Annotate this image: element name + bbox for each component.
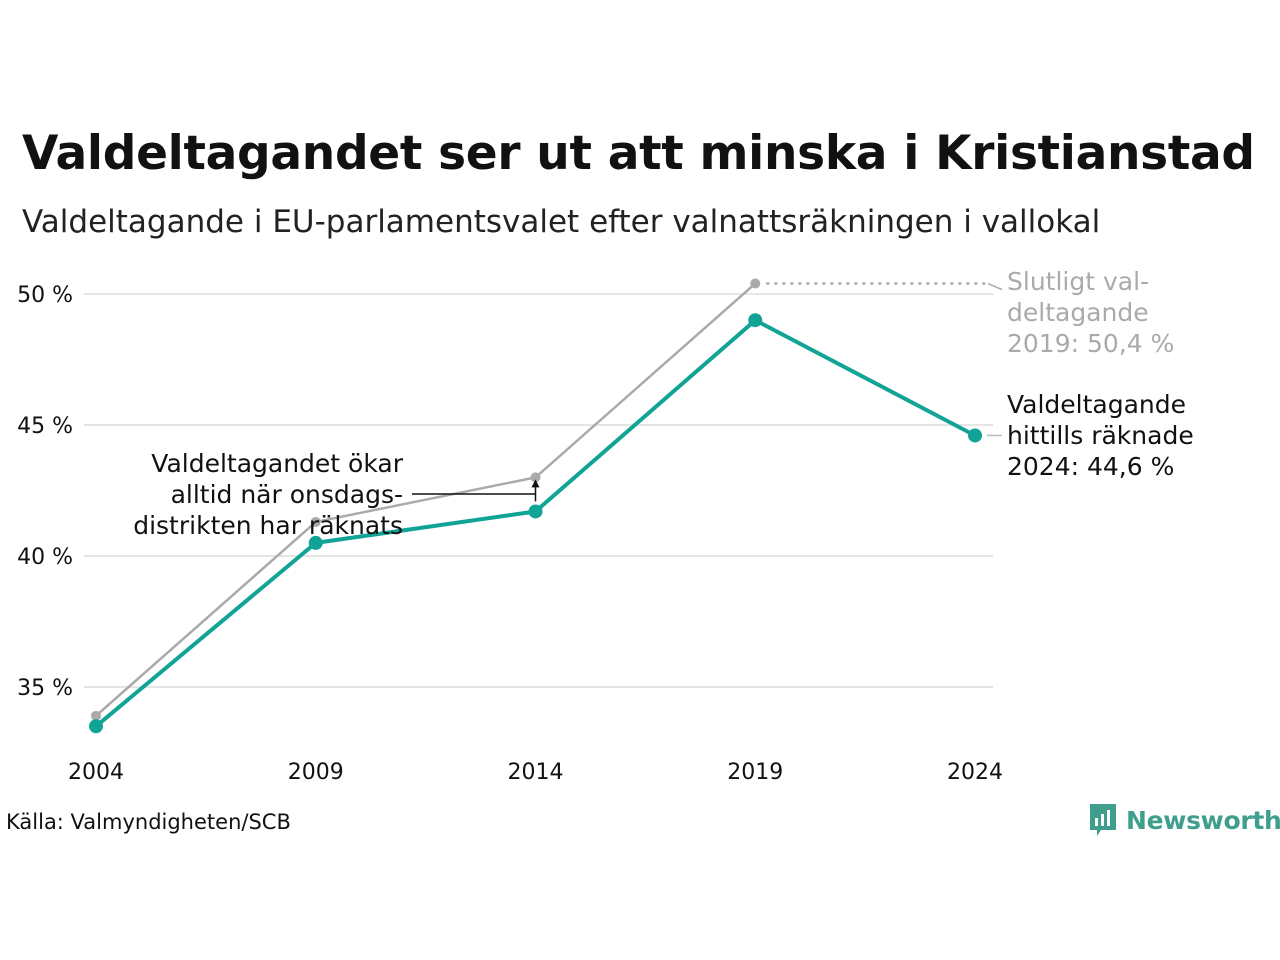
- annotation-counted-turnout: hittills räknade: [1007, 421, 1194, 450]
- chart-title: Valdeltagandet ser ut att minska i Krist…: [22, 126, 1255, 181]
- data-point: [530, 472, 541, 483]
- annotation-note: distrikten har räknats: [133, 511, 403, 540]
- data-point: [750, 278, 761, 289]
- data-point: [89, 719, 103, 734]
- y-tick-label: 35 %: [17, 676, 73, 701]
- brand-logo: Newsworthy: [1088, 802, 1280, 838]
- annotation-note: alltid när onsdags-: [171, 480, 403, 509]
- annotation-arrow: [412, 481, 537, 495]
- annotation-arrowhead: [531, 479, 540, 488]
- chart-subtitle: Valdeltagande i EU-parlamentsvalet efter…: [22, 204, 1101, 240]
- x-tick-label: 2019: [727, 760, 783, 785]
- annotation-note: Valdeltagandet ökar: [151, 449, 403, 478]
- annotation-counted-turnout: 2024: 44,6 %: [1007, 452, 1174, 481]
- brand-name: Newsworthy: [1126, 805, 1280, 835]
- data-point: [91, 710, 101, 721]
- x-tick-label: 2024: [947, 760, 1003, 785]
- x-tick-label: 2009: [288, 760, 344, 785]
- data-point: [310, 516, 321, 527]
- annotation-final-turnout: Slutligt val-: [1007, 267, 1149, 296]
- data-point: [528, 504, 543, 519]
- series-line: [95, 282, 757, 717]
- annotation-final-turnout: 2019: 50,4 %: [1007, 329, 1174, 358]
- annotation-counted-turnout: Valdeltagande: [1007, 390, 1186, 419]
- annotation-final-turnout: deltagande: [1007, 298, 1149, 327]
- x-tick-label: 2014: [508, 760, 564, 785]
- data-point: [968, 428, 982, 443]
- leader-line: [987, 282, 1003, 291]
- newsworthy-logo-icon: [1090, 804, 1116, 836]
- y-tick-label: 50 %: [17, 283, 73, 308]
- source-note: Källa: Valmyndigheten/SCB: [6, 810, 291, 834]
- x-tick-label: 2004: [68, 760, 124, 785]
- y-tick-label: 45 %: [17, 414, 73, 439]
- data-point: [748, 313, 763, 328]
- data-point: [308, 535, 323, 550]
- y-tick-label: 40 %: [17, 545, 73, 570]
